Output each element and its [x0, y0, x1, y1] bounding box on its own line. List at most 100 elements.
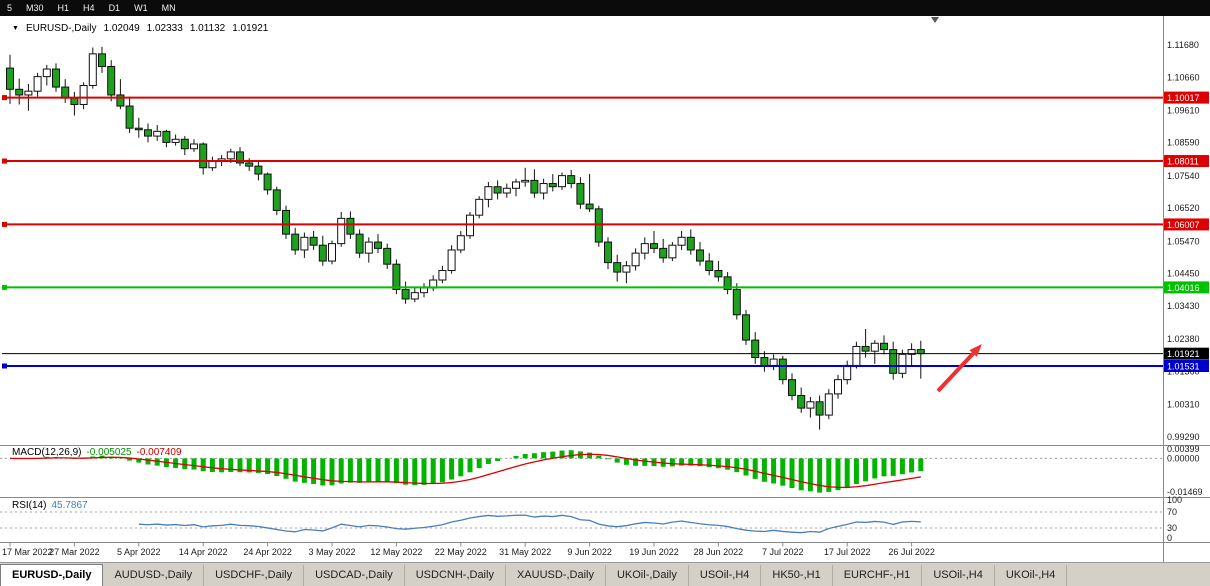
- candle-up: [843, 364, 852, 381]
- candle-down: [144, 129, 152, 137]
- chart-tab-xauusd-daily[interactable]: XAUUSD-,Daily: [506, 565, 606, 586]
- candle-down: [797, 394, 806, 409]
- price-axis-label: 1.06520: [1167, 203, 1200, 213]
- candle-down: [282, 209, 290, 235]
- candle-up: [88, 53, 97, 86]
- price-badge-label: 1.08011: [1167, 157, 1199, 167]
- candle-down: [254, 165, 263, 175]
- date-label: 19 Jun 2022: [629, 547, 679, 557]
- candle-up: [640, 243, 649, 254]
- chart-tab-eurchf-h1[interactable]: EURCHF-,H1: [833, 565, 923, 586]
- date-label: 5 Apr 2022: [117, 547, 161, 557]
- candle-down: [723, 276, 732, 290]
- candle-down: [760, 357, 769, 366]
- chart-tab-hk50-h1[interactable]: HK50-,H1: [761, 565, 833, 586]
- trend-arrow-shaft[interactable]: [936, 352, 975, 393]
- candle-up: [521, 179, 530, 183]
- price-axis-label: 1.05470: [1167, 236, 1200, 246]
- candle-down: [15, 88, 24, 96]
- candle-down: [6, 67, 14, 90]
- price-axis-label: 1.03430: [1167, 301, 1200, 311]
- ohlc-open: 1.02049: [103, 23, 140, 34]
- candle-down: [309, 236, 318, 246]
- candle-down: [567, 175, 576, 185]
- chart-tab-usdchf-daily[interactable]: USDCHF-,Daily: [204, 565, 305, 586]
- price-axis-label: 1.00310: [1167, 400, 1200, 410]
- candle-down: [493, 186, 502, 194]
- candle-down: [576, 183, 585, 205]
- price-axis-label: 1.10660: [1167, 72, 1200, 82]
- candle-down: [245, 162, 254, 167]
- chart-tab-usoil-h4-2[interactable]: USOil-,H4: [922, 565, 995, 586]
- chart-tab-usoil-h4[interactable]: USOil-,H4: [689, 565, 762, 586]
- timeframe-mn[interactable]: MN: [161, 3, 176, 13]
- candle-down: [613, 262, 622, 273]
- macd-signal-value: -0.007409: [136, 447, 182, 458]
- candle-down: [916, 349, 925, 355]
- candle-up: [190, 143, 198, 150]
- chart-tab-usdcad-daily[interactable]: USDCAD-,Daily: [304, 565, 405, 586]
- timeframe-h4[interactable]: H4: [83, 3, 95, 13]
- candle-up: [870, 342, 879, 352]
- price-badge: [1164, 91, 1209, 104]
- candle-down: [686, 236, 695, 251]
- candle-down: [52, 68, 60, 88]
- timeframe-h1[interactable]: H1: [57, 3, 70, 13]
- candle-down: [889, 349, 898, 374]
- line-handle: [2, 95, 7, 101]
- candle-up: [484, 186, 493, 200]
- date-label: 9 Jun 2022: [567, 547, 612, 557]
- line-handle: [2, 221, 7, 227]
- candle-up: [438, 270, 447, 281]
- candle-down: [650, 243, 658, 249]
- candle-down: [530, 179, 539, 194]
- date-label: 24 Apr 2022: [243, 547, 292, 557]
- line-handle: [2, 284, 7, 290]
- candle-down: [98, 53, 106, 68]
- candle-down: [107, 66, 116, 96]
- chart-symbol-period: EURUSD-,Daily: [25, 23, 97, 34]
- macd-axis-label: 0.00399: [1167, 444, 1200, 454]
- candle-up: [300, 236, 309, 251]
- timeframe-d1[interactable]: D1: [108, 3, 121, 13]
- candle-down: [604, 241, 612, 264]
- chart-tab-eurusd-daily[interactable]: EURUSD-,Daily: [0, 564, 104, 586]
- chart-shift-marker: [931, 17, 939, 23]
- timeframe-w1[interactable]: W1: [134, 3, 148, 13]
- candle-down: [548, 183, 557, 188]
- chart-tab-audusd-daily[interactable]: AUDUSD-,Daily: [103, 565, 205, 586]
- chart-tab-ukoil-daily[interactable]: UKOil-,Daily: [606, 565, 689, 586]
- candle-down: [815, 401, 824, 416]
- macd-main-value: -0.005025: [86, 447, 132, 458]
- trend-arrow-head[interactable]: [969, 344, 982, 357]
- chart-title: ▼ EURUSD-,Daily 1.02049 1.02333 1.01132 …: [12, 23, 268, 34]
- rsi-name: RSI(14): [12, 500, 47, 511]
- timeframe-5[interactable]: 5: [7, 3, 13, 13]
- candle-up: [328, 243, 336, 262]
- price-axis-label: 0.99290: [1167, 432, 1200, 442]
- date-label: 27 Mar 2022: [49, 547, 100, 557]
- timeframe-m30[interactable]: M30: [26, 3, 44, 13]
- date-label: 17 Mar 2022: [2, 547, 53, 557]
- date-label: 12 May 2022: [370, 547, 422, 557]
- candle-down: [70, 97, 79, 105]
- candle-up: [33, 76, 42, 92]
- line-handle: [2, 363, 7, 369]
- candle-up: [898, 353, 907, 374]
- candle-up: [539, 183, 548, 194]
- candle-down: [318, 244, 327, 262]
- price-axis-label: 1.08590: [1167, 138, 1200, 148]
- chart-tab-ukoil-h4[interactable]: UKOil-,H4: [995, 565, 1068, 586]
- candle-down: [180, 138, 189, 150]
- candle-up: [410, 292, 419, 300]
- chart-tab-usdcnh-daily[interactable]: USDCNH-,Daily: [405, 565, 506, 586]
- candle-down: [751, 339, 760, 359]
- candle-down: [861, 345, 870, 352]
- candle-up: [806, 401, 815, 409]
- candle-down: [272, 189, 281, 211]
- candle-up: [79, 84, 88, 105]
- candle-up: [456, 235, 465, 251]
